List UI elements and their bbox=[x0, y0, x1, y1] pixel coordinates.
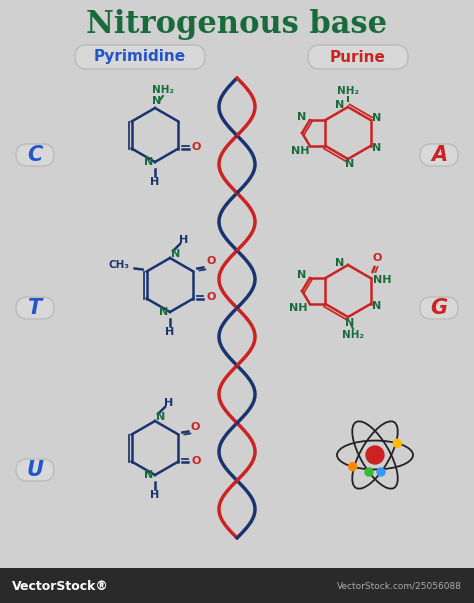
Text: N: N bbox=[372, 143, 381, 153]
Text: Purine: Purine bbox=[330, 49, 386, 65]
Text: T: T bbox=[28, 298, 42, 318]
Circle shape bbox=[393, 440, 401, 447]
Text: N: N bbox=[372, 113, 381, 123]
Text: NH₂: NH₂ bbox=[152, 85, 174, 95]
Text: N: N bbox=[145, 470, 154, 480]
Text: H: H bbox=[150, 490, 160, 500]
Text: Nitrogenous base: Nitrogenous base bbox=[86, 10, 388, 40]
Text: NH₂: NH₂ bbox=[342, 330, 364, 340]
Text: N: N bbox=[159, 307, 169, 317]
FancyBboxPatch shape bbox=[16, 144, 54, 166]
Circle shape bbox=[377, 468, 385, 476]
Circle shape bbox=[349, 463, 356, 471]
Text: N: N bbox=[297, 112, 307, 122]
Text: H: H bbox=[179, 235, 189, 245]
Text: VectorStock.com/25056088: VectorStock.com/25056088 bbox=[337, 581, 462, 590]
FancyBboxPatch shape bbox=[420, 297, 458, 319]
FancyBboxPatch shape bbox=[308, 45, 408, 69]
Text: N: N bbox=[172, 249, 181, 259]
Text: NH: NH bbox=[289, 303, 307, 313]
Text: H: H bbox=[164, 398, 173, 408]
Text: Pyrimidine: Pyrimidine bbox=[94, 49, 186, 65]
Text: N: N bbox=[336, 100, 345, 110]
Text: O: O bbox=[207, 292, 216, 303]
Text: N: N bbox=[346, 159, 355, 169]
Text: O: O bbox=[191, 142, 201, 153]
Text: VectorStock®: VectorStock® bbox=[12, 579, 109, 593]
Circle shape bbox=[365, 468, 373, 476]
Text: N: N bbox=[297, 270, 307, 280]
Text: NH: NH bbox=[373, 275, 392, 285]
FancyBboxPatch shape bbox=[420, 144, 458, 166]
Text: CH₃: CH₃ bbox=[108, 259, 129, 270]
Text: A: A bbox=[431, 145, 447, 165]
Text: C: C bbox=[27, 145, 43, 165]
Text: N: N bbox=[336, 258, 345, 268]
FancyBboxPatch shape bbox=[16, 297, 54, 319]
FancyBboxPatch shape bbox=[16, 459, 54, 481]
Text: O: O bbox=[207, 256, 216, 267]
Text: G: G bbox=[430, 298, 447, 318]
Text: N: N bbox=[372, 301, 381, 311]
Text: H: H bbox=[165, 327, 174, 337]
Text: N: N bbox=[346, 318, 355, 328]
Circle shape bbox=[366, 446, 384, 464]
Bar bbox=[0, 568, 474, 603]
Text: NH₂: NH₂ bbox=[337, 86, 359, 96]
Text: O: O bbox=[191, 455, 201, 466]
Text: N: N bbox=[152, 96, 162, 106]
Text: NH: NH bbox=[291, 146, 309, 156]
Text: U: U bbox=[27, 460, 44, 480]
Text: O: O bbox=[373, 253, 382, 263]
Text: N: N bbox=[156, 412, 165, 422]
Text: H: H bbox=[150, 177, 160, 187]
Text: O: O bbox=[191, 421, 200, 432]
FancyBboxPatch shape bbox=[75, 45, 205, 69]
Text: N: N bbox=[145, 157, 154, 167]
